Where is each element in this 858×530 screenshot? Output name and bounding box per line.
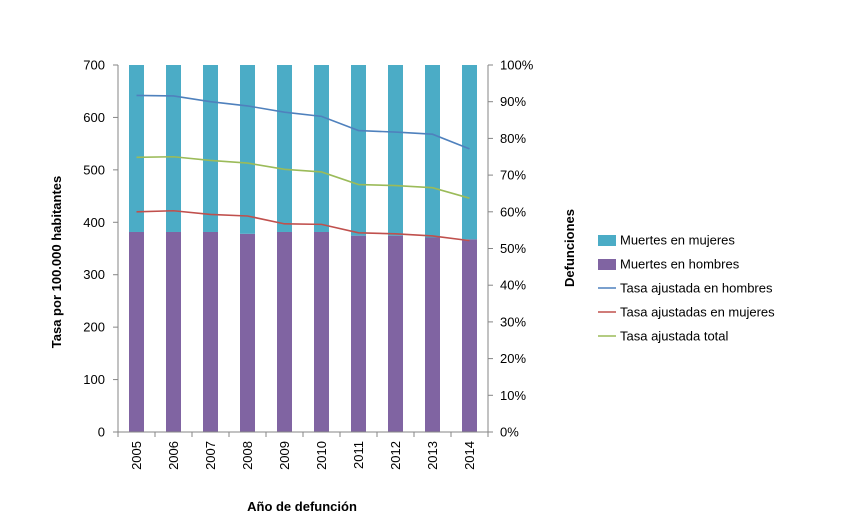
bar-muertes-en-mujeres-2005 xyxy=(129,65,144,232)
y-right-tick-label: 10% xyxy=(500,388,526,403)
x-tick-label: 2010 xyxy=(314,441,329,470)
line-tasa-ajustada-total xyxy=(136,155,470,199)
bar-muertes-en-mujeres-2011 xyxy=(351,65,366,236)
bar-muertes-en-mujeres-2010 xyxy=(314,65,329,232)
x-tick-label: 2014 xyxy=(462,441,477,470)
y-left-tick-label: 200 xyxy=(83,320,105,335)
y-left-tick-label: 500 xyxy=(83,162,105,177)
legend-label-muertes-en-hombres: Muertes en hombres xyxy=(620,257,740,272)
x-tick-label: 2008 xyxy=(240,441,255,470)
legend-swatch-muertes-en-mujeres xyxy=(598,235,616,246)
bar-layer xyxy=(129,65,477,432)
y-left-tick-label: 600 xyxy=(83,110,105,125)
y-left-tick-label: 300 xyxy=(83,267,105,282)
bar-muertes-en-hombres-2006 xyxy=(166,231,181,432)
y-right-tick-label: 90% xyxy=(500,94,526,109)
legend: Muertes en mujeres Muertes en hombres Tasa… xyxy=(598,233,775,344)
y-right-tick-label: 100% xyxy=(500,58,534,73)
bar-muertes-en-mujeres-2012 xyxy=(388,65,403,236)
x-tick-label: 2005 xyxy=(129,441,144,470)
x-tick-label: 2011 xyxy=(351,441,366,469)
bar-muertes-en-mujeres-2009 xyxy=(277,65,292,232)
legend-label-tasa-ajustadas-en-mujeres: Tasa ajustadas en mujeres xyxy=(620,305,775,320)
bar-muertes-en-mujeres-2006 xyxy=(166,65,181,232)
bar-muertes-en-hombres-2010 xyxy=(314,231,329,432)
y-right-tick-label: 30% xyxy=(500,314,526,329)
line-tasa-ajustada-en-hombres xyxy=(136,94,470,150)
bar-muertes-en-mujeres-2007 xyxy=(203,65,218,232)
x-tick-label: 2012 xyxy=(388,441,403,470)
x-tick-label: 2013 xyxy=(425,441,440,470)
bar-muertes-en-hombres-2005 xyxy=(129,231,144,432)
bar-muertes-en-mujeres-2013 xyxy=(425,65,440,238)
x-axis-title: Año de defunción xyxy=(247,499,357,514)
y-right-tick-label: 40% xyxy=(500,278,526,293)
bar-muertes-en-hombres-2011 xyxy=(351,235,366,432)
bar-muertes-en-hombres-2008 xyxy=(240,233,255,432)
legend-label-tasa-ajustada-total: Tasa ajustada total xyxy=(620,329,729,344)
bar-muertes-en-hombres-2013 xyxy=(425,237,440,432)
legend-label-muertes-en-mujeres: Muertes en mujeres xyxy=(620,233,735,248)
bar-muertes-en-hombres-2014 xyxy=(462,239,477,432)
y-right-tick-label: 0% xyxy=(500,425,519,440)
y-right-tick-label: 50% xyxy=(500,241,526,256)
line-layer xyxy=(136,94,470,242)
bar-muertes-en-hombres-2012 xyxy=(388,235,403,432)
y-left-tick-label: 0 xyxy=(98,425,105,440)
legend-swatch-muertes-en-hombres xyxy=(598,259,616,270)
y-right-tick-label: 70% xyxy=(500,168,526,183)
legend-label-tasa-ajustada-en-hombres: Tasa ajustada en hombres xyxy=(620,281,773,296)
y-axis-left-title: Tasa por 100.000 habitantes xyxy=(49,176,64,348)
line-tasa-ajustadas-en-mujeres xyxy=(136,209,470,242)
x-tick-label: 2009 xyxy=(277,441,292,470)
x-tick-label: 2007 xyxy=(203,441,218,470)
axes: 0 100 200 300 400 500 600 700 0% 10% 20% 30% 40% 50% 6… xyxy=(83,58,533,470)
y-left-tick-label: 100 xyxy=(83,372,105,387)
bar-muertes-en-mujeres-2008 xyxy=(240,65,255,234)
y-right-tick-label: 60% xyxy=(500,204,526,219)
bar-muertes-en-mujeres-2014 xyxy=(462,65,477,240)
x-tick-label: 2006 xyxy=(166,441,181,470)
y-left-tick-label: 400 xyxy=(83,215,105,230)
y-right-tick-label: 80% xyxy=(500,131,526,146)
y-axis-right-title: Defunciones xyxy=(562,209,577,287)
y-right-tick-label: 20% xyxy=(500,351,526,366)
bar-muertes-en-hombres-2009 xyxy=(277,231,292,432)
bar-muertes-en-hombres-2007 xyxy=(203,231,218,432)
y-left-tick-label: 700 xyxy=(83,58,105,73)
